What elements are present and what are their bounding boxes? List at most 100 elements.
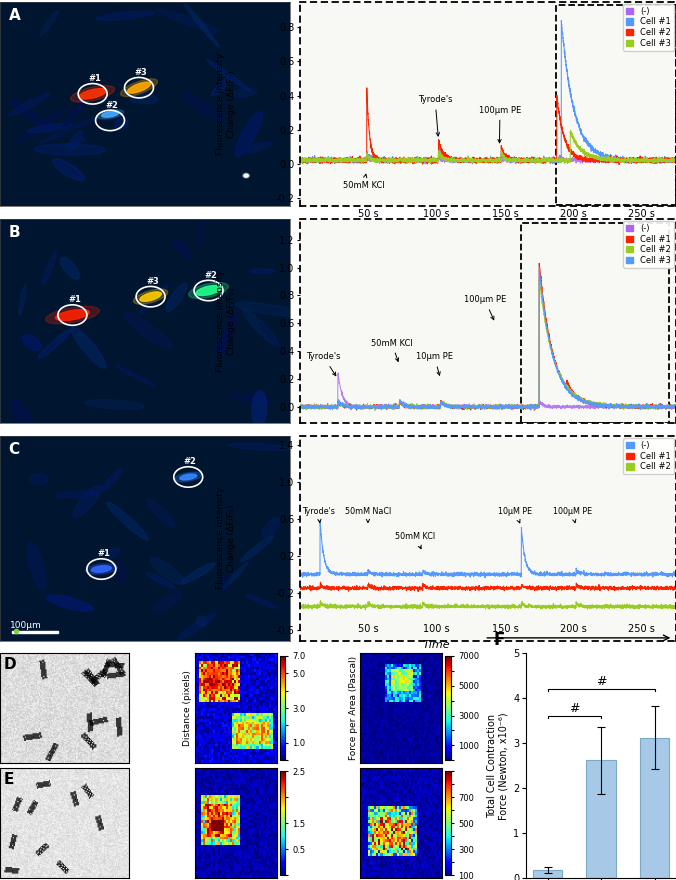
Ellipse shape (140, 292, 162, 301)
Ellipse shape (244, 174, 248, 177)
Bar (533, 870, 562, 878)
Ellipse shape (207, 60, 251, 92)
Text: 250 s: 250 s (628, 209, 655, 219)
Ellipse shape (241, 536, 274, 561)
Ellipse shape (246, 595, 276, 608)
Text: 150 s: 150 s (491, 209, 518, 219)
Ellipse shape (222, 562, 247, 589)
Text: #2: #2 (204, 271, 217, 280)
Ellipse shape (18, 108, 66, 142)
Ellipse shape (101, 469, 122, 491)
Text: 100μM PE: 100μM PE (553, 508, 592, 523)
Ellipse shape (181, 563, 215, 583)
Text: 10μm PE: 10μm PE (416, 353, 453, 375)
Text: 50mM KCl: 50mM KCl (370, 339, 412, 362)
Ellipse shape (189, 282, 228, 298)
Ellipse shape (262, 517, 281, 537)
Legend: (-), Cell #1, Cell #2: (-), Cell #1, Cell #2 (623, 438, 674, 474)
Ellipse shape (71, 326, 106, 369)
Text: 50 s: 50 s (358, 209, 379, 219)
Text: D: D (4, 656, 16, 671)
Ellipse shape (139, 284, 168, 314)
Text: F: F (493, 631, 504, 649)
Ellipse shape (123, 312, 172, 348)
Ellipse shape (42, 252, 56, 285)
Y-axis label: Distance (pixels): Distance (pixels) (183, 671, 192, 746)
Text: 50mM KCl: 50mM KCl (343, 174, 385, 189)
Ellipse shape (71, 85, 115, 102)
Y-axis label: Fluorescence Intensity
Change (ΔF/F₀): Fluorescence Intensity Change (ΔF/F₀) (216, 53, 235, 155)
Bar (586, 760, 616, 878)
Text: 10μM PE: 10μM PE (498, 508, 532, 523)
Ellipse shape (41, 11, 59, 35)
Bar (11, 631, 58, 634)
Ellipse shape (228, 444, 291, 451)
Ellipse shape (114, 561, 127, 583)
Ellipse shape (231, 393, 271, 403)
Ellipse shape (243, 309, 279, 346)
Text: 100μm PE: 100μm PE (464, 296, 506, 319)
Bar (521, 224, 669, 423)
Text: #3: #3 (135, 68, 147, 77)
Text: 100μm: 100μm (10, 621, 42, 630)
Legend: (-), Cell #1, Cell #2, Cell #3: (-), Cell #1, Cell #2, Cell #3 (623, 4, 674, 51)
Text: A: A (9, 8, 20, 23)
Ellipse shape (196, 285, 221, 296)
Ellipse shape (27, 542, 46, 590)
Text: #: # (596, 675, 606, 688)
Ellipse shape (185, 4, 219, 47)
Text: 100 s: 100 s (376, 0, 402, 2)
Text: 200 s: 200 s (560, 624, 587, 634)
Text: 100μm PE: 100μm PE (479, 106, 521, 143)
Text: #3: #3 (146, 277, 159, 286)
Ellipse shape (84, 400, 145, 409)
Bar (639, 737, 669, 878)
Ellipse shape (68, 131, 82, 150)
Ellipse shape (109, 548, 120, 558)
Text: 100 s: 100 s (423, 209, 450, 219)
Ellipse shape (243, 173, 249, 178)
Text: 150 s: 150 s (491, 624, 518, 634)
Ellipse shape (55, 310, 89, 320)
Ellipse shape (114, 118, 128, 130)
Text: Tyrode's: Tyrode's (302, 508, 335, 523)
Y-axis label: Total Cell Contraction
Force (Newton, x10⁻⁶): Total Cell Contraction Force (Newton, x1… (487, 712, 509, 819)
Text: #1: #1 (97, 549, 110, 558)
Ellipse shape (197, 210, 206, 247)
Y-axis label: Fluorescence Intensity
Change (ΔF/F₀): Fluorescence Intensity Change (ΔF/F₀) (216, 488, 235, 590)
Ellipse shape (85, 564, 118, 575)
Ellipse shape (133, 289, 168, 304)
Ellipse shape (180, 474, 197, 480)
Ellipse shape (55, 491, 98, 498)
Bar (556, 5, 676, 205)
Ellipse shape (71, 138, 87, 143)
Ellipse shape (218, 310, 238, 356)
Ellipse shape (97, 110, 124, 119)
Text: C: C (9, 442, 20, 458)
Ellipse shape (96, 11, 155, 20)
Ellipse shape (147, 573, 175, 589)
Text: 200 s: 200 s (466, 0, 492, 2)
Ellipse shape (130, 94, 158, 104)
Ellipse shape (260, 322, 286, 356)
Text: 400 s: 400 s (645, 0, 671, 2)
Y-axis label: Force per Area (Pascal): Force per Area (Pascal) (349, 656, 358, 760)
Ellipse shape (116, 366, 155, 386)
Ellipse shape (244, 142, 272, 153)
Ellipse shape (53, 159, 84, 180)
Text: #2: #2 (184, 458, 197, 466)
Ellipse shape (216, 342, 229, 353)
Ellipse shape (47, 595, 93, 612)
Text: 50 s: 50 s (358, 624, 379, 634)
Ellipse shape (34, 143, 105, 155)
Legend: (-), Cell #1, Cell #2, Cell #3: (-), Cell #1, Cell #2, Cell #3 (623, 221, 674, 268)
Ellipse shape (39, 329, 71, 358)
Ellipse shape (40, 116, 99, 143)
Text: Tyrode's: Tyrode's (306, 353, 341, 376)
Ellipse shape (155, 9, 219, 33)
Ellipse shape (166, 283, 187, 312)
Ellipse shape (27, 123, 72, 133)
Ellipse shape (107, 502, 148, 540)
Ellipse shape (73, 486, 101, 517)
Text: B: B (9, 225, 20, 240)
